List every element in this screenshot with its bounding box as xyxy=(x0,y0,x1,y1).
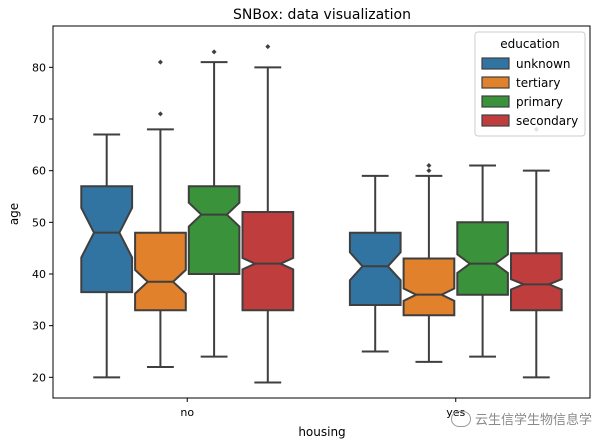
legend-label-secondary: secondary xyxy=(516,114,578,128)
y-tick-label: 50 xyxy=(32,216,46,229)
y-tick-label: 80 xyxy=(32,61,46,74)
box-body xyxy=(348,231,402,306)
legend: education unknown tertiary primary secondary xyxy=(474,31,586,137)
x-axis-label: housing xyxy=(298,425,345,439)
box-body xyxy=(80,185,134,294)
box-body xyxy=(241,211,295,312)
box-body xyxy=(510,252,563,312)
box-unknown-no xyxy=(80,133,134,379)
watermark: 云生信学生物信息学 xyxy=(450,409,592,428)
outlier-point xyxy=(157,59,163,65)
legend-title: education xyxy=(500,37,560,51)
box-primary-no xyxy=(187,49,241,358)
wechat-icon xyxy=(450,410,471,427)
x-tick-label: no xyxy=(180,406,194,419)
box-secondary-no xyxy=(241,44,295,384)
outlier-point xyxy=(265,44,271,50)
y-tick-label: 30 xyxy=(32,320,46,333)
box-unknown-yes xyxy=(348,174,402,353)
y-tick-label: 60 xyxy=(32,165,46,178)
legend-label-primary: primary xyxy=(516,95,563,109)
y-tick-label: 40 xyxy=(32,268,46,281)
plot-area xyxy=(52,25,591,399)
box-body xyxy=(134,231,187,312)
outlier-point xyxy=(426,163,432,168)
box-body xyxy=(402,257,456,317)
legend-swatch-tertiary xyxy=(481,76,510,89)
box-tertiary-no xyxy=(134,59,187,368)
y-tick-label: 20 xyxy=(32,371,46,384)
legend-swatch-unknown xyxy=(481,57,510,70)
y-axis: 20 30 40 50 60 70 80 xyxy=(32,61,53,384)
chart-title: SNBox: data visualization xyxy=(233,7,411,23)
y-axis-label: age xyxy=(7,203,21,225)
y-tick-label: 70 xyxy=(32,113,46,126)
outlier-point xyxy=(211,49,217,55)
legend-label-tertiary: tertiary xyxy=(516,76,560,90)
box-secondary-yes xyxy=(510,126,563,379)
legend-label-unknown: unknown xyxy=(516,57,571,71)
watermark-text: 云生信学生物信息学 xyxy=(474,413,592,428)
outlier-point xyxy=(157,111,163,117)
x-axis: no yes xyxy=(180,398,466,419)
legend-swatch-primary xyxy=(481,95,510,108)
plot-frame xyxy=(52,25,591,399)
box-body xyxy=(456,221,509,296)
legend-swatch-secondary xyxy=(481,114,510,127)
box-primary-yes xyxy=(456,164,509,358)
outlier-point xyxy=(426,168,432,174)
box-tertiary-yes xyxy=(402,163,456,363)
box-body xyxy=(187,185,241,275)
